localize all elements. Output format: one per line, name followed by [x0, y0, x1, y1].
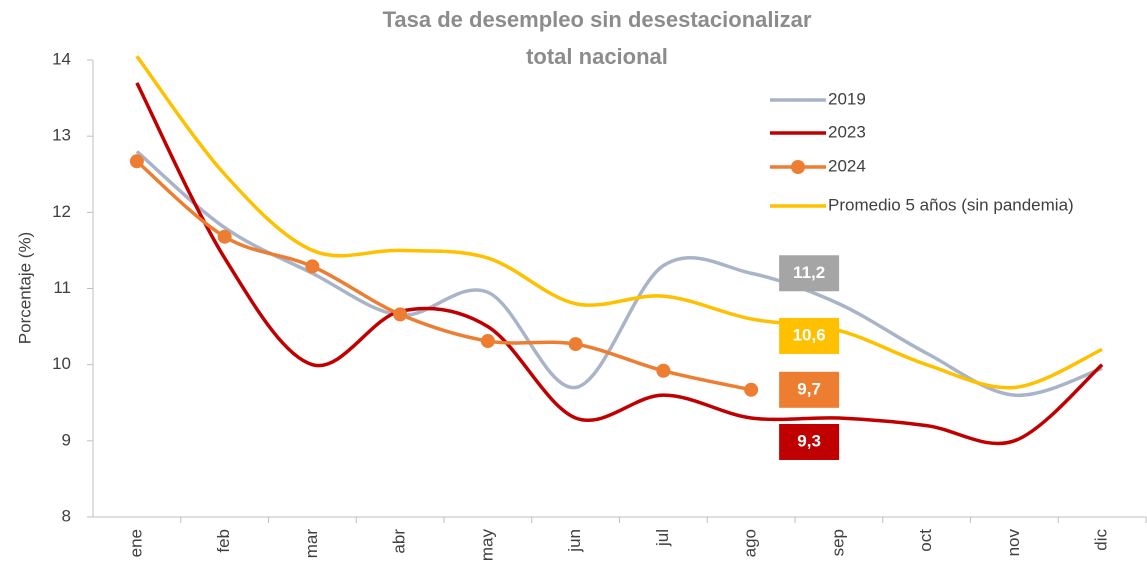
data-label-box	[779, 423, 840, 460]
legend-label: 2023	[828, 122, 866, 141]
y-tick-label: 9	[62, 430, 71, 449]
chart-title: Tasa de desempleo sin desestacionalizar	[383, 7, 812, 32]
x-tick-label: may	[477, 529, 496, 562]
x-tick-label: dic	[1092, 529, 1111, 551]
x-tick-label: feb	[214, 529, 233, 553]
data-label-box	[779, 317, 840, 354]
data-label: 9,3	[797, 431, 821, 450]
x-tick-label: oct	[916, 529, 935, 552]
y-axis-label: Porcentaje (%)	[15, 232, 34, 344]
x-tick-label: ene	[126, 529, 145, 557]
marker	[129, 154, 144, 169]
data-label: 11,2	[793, 263, 825, 282]
data-label-box	[779, 371, 840, 408]
series-line	[135, 159, 752, 392]
legend-label: 2019	[828, 89, 866, 108]
marker	[568, 337, 583, 352]
chart-title: total nacional	[526, 44, 668, 69]
marker	[656, 363, 671, 378]
data-label-box	[779, 255, 840, 292]
marker	[480, 334, 495, 349]
x-tick-label: abr	[390, 529, 409, 554]
data-label: 10,6	[793, 325, 826, 344]
marker	[744, 382, 759, 397]
y-tick-label: 14	[52, 49, 71, 68]
legend-label: 2024	[828, 156, 866, 175]
data-label: 9,7	[797, 379, 821, 398]
y-tick-label: 13	[52, 126, 71, 145]
legend-marker	[791, 160, 805, 174]
y-tick-label: 8	[62, 506, 71, 525]
marker	[217, 229, 232, 244]
y-tick-label: 12	[52, 202, 71, 221]
legend-label: Promedio 5 años (sin pandemia)	[828, 195, 1074, 214]
y-tick-label: 10	[52, 354, 71, 373]
marker	[393, 307, 408, 322]
x-tick-label: ago	[741, 529, 760, 557]
x-tick-label: jun	[565, 529, 584, 553]
x-tick-label: mar	[302, 529, 321, 559]
x-tick-label: nov	[1004, 529, 1023, 557]
x-tick-label: jul	[653, 529, 672, 547]
marker	[305, 259, 320, 274]
series-line	[135, 55, 1103, 390]
series-line	[135, 150, 1103, 397]
series-line	[135, 82, 1104, 446]
y-tick-label: 11	[53, 278, 71, 297]
x-tick-label: sep	[828, 529, 847, 556]
